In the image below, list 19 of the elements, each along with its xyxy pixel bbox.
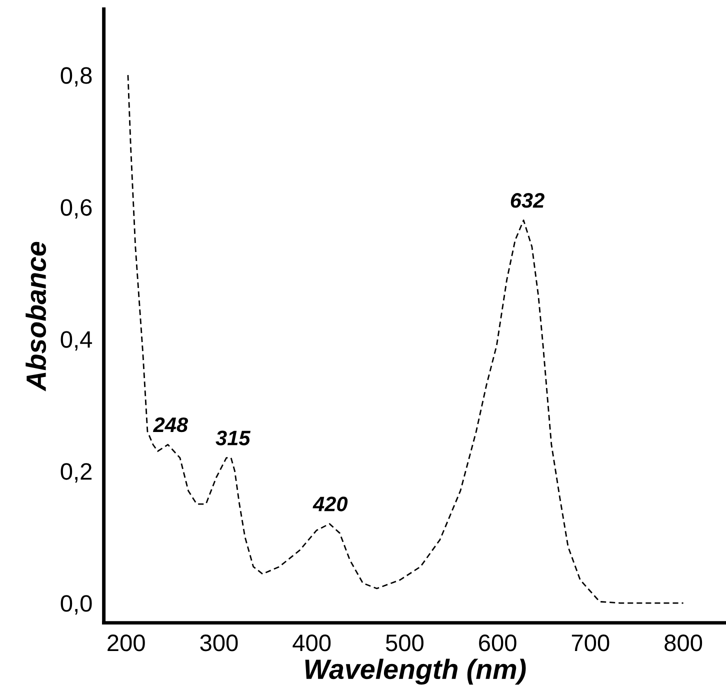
x-axis-title: Wavelength (nm) xyxy=(305,658,526,685)
y-tick-label: 0,6 xyxy=(60,199,92,219)
x-tick-label: 700 xyxy=(572,634,610,652)
x-tick-label: 200 xyxy=(108,634,145,652)
x-tick-label: 500 xyxy=(386,634,424,652)
x-tick-label: 300 xyxy=(200,634,238,652)
annotation: 420 xyxy=(312,496,348,512)
y-tick-label: 0,0 xyxy=(60,595,92,615)
x-tick-label: 600 xyxy=(479,634,516,652)
annotation: 632 xyxy=(510,193,544,208)
line-series xyxy=(127,74,684,604)
annotation: 248 xyxy=(152,417,188,432)
y-tick-label: 0,8 xyxy=(60,67,92,87)
y-axis-title: Absobance xyxy=(26,242,46,392)
y-tick-label: 0,4 xyxy=(60,331,92,351)
x-tick-label: 800 xyxy=(664,634,702,652)
y-tick-label: 0,2 xyxy=(60,463,92,483)
x-tick-label: 400 xyxy=(292,634,331,652)
annotation: 315 xyxy=(216,430,251,446)
